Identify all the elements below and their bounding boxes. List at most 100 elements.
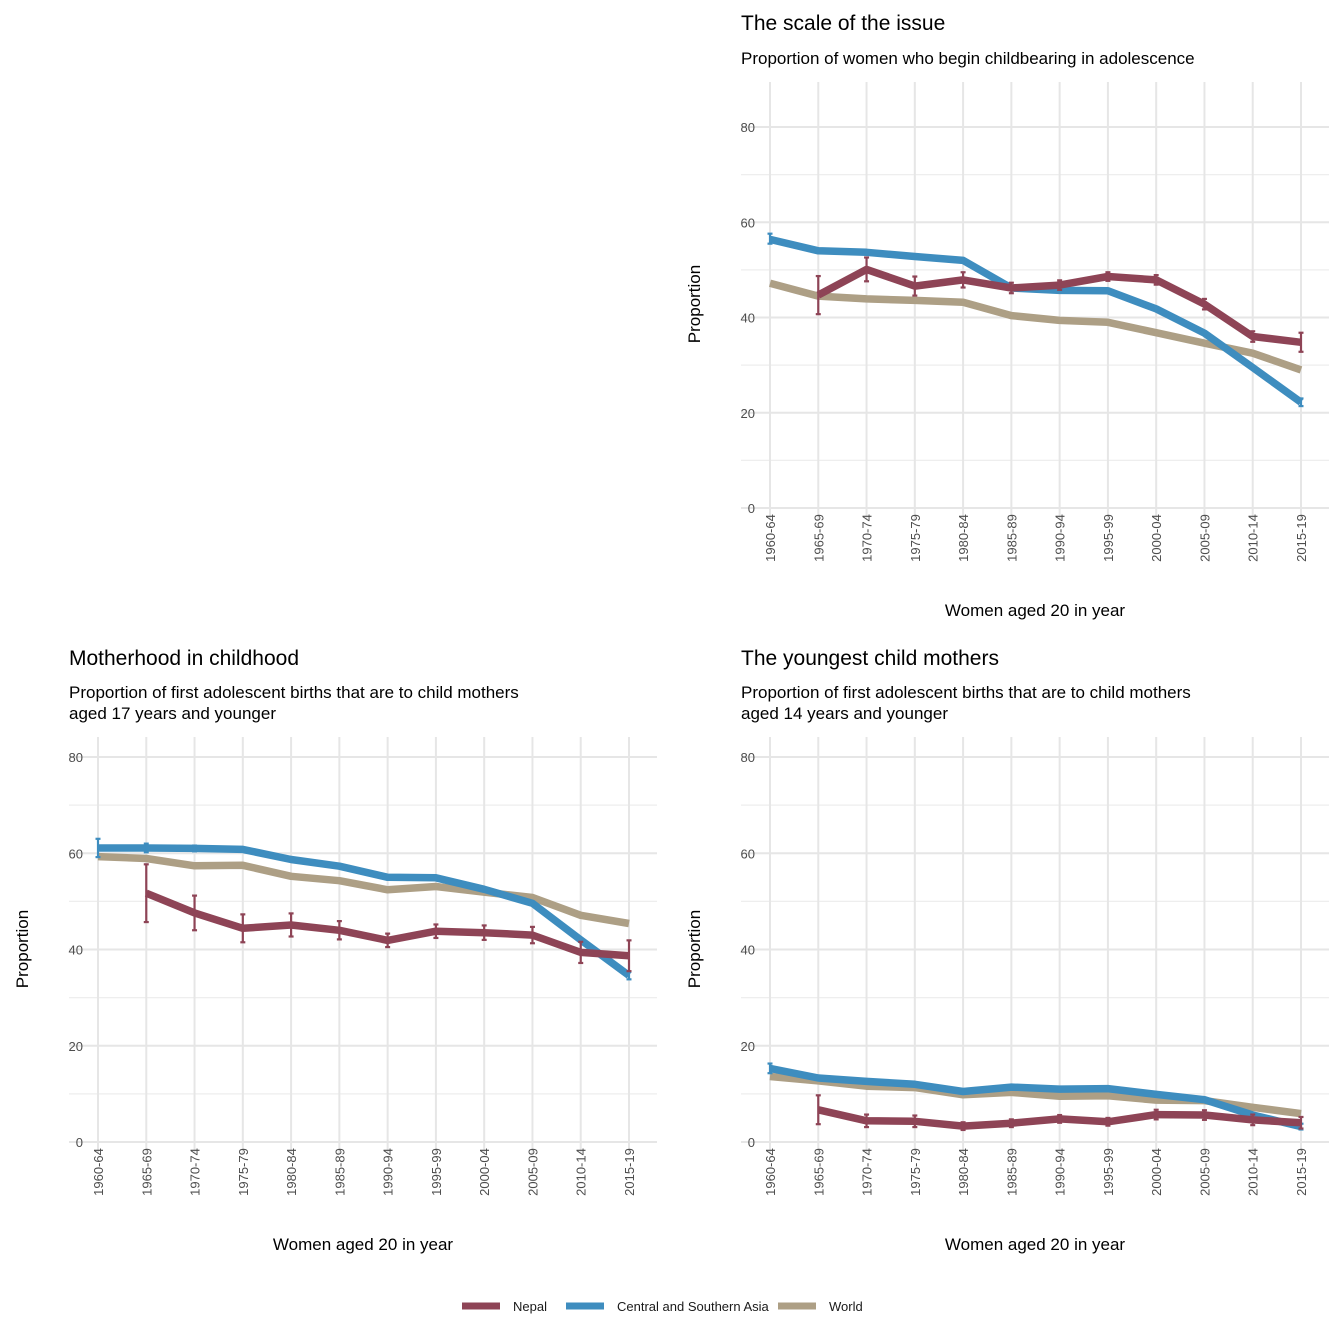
legend-item-nepal: Nepal [462, 1299, 547, 1314]
y-tick-label: 0 [76, 1135, 83, 1150]
panel-subtitle: Proportion of first adolescent births th… [69, 683, 519, 702]
series-line [98, 844, 632, 979]
error-bar [1250, 330, 1256, 343]
panel-youngest: The youngest child mothers Proportion of … [685, 647, 1329, 1254]
error-bar [960, 1121, 966, 1132]
error-bar [288, 912, 294, 938]
series-central-and-southern-asia [95, 837, 632, 981]
legend-label: World [829, 1299, 863, 1314]
y-tick-label: 80 [741, 120, 755, 135]
error-bar [864, 256, 870, 283]
x-tick-label: 2005-09 [1197, 514, 1212, 562]
x-tick-label: 1960-64 [91, 1148, 106, 1196]
error-bar [767, 1062, 773, 1075]
y-tick-label: 20 [741, 1039, 755, 1054]
x-tick-label: 2000-04 [1149, 1148, 1164, 1196]
y-tick-label: 60 [741, 215, 755, 230]
error-bar [1153, 274, 1159, 286]
x-tick-label: 1995-99 [1101, 514, 1116, 562]
x-tick-label: 1970-74 [860, 1148, 875, 1196]
legend-label: Central and Southern Asia [617, 1299, 770, 1314]
x-tick-label: 2015-19 [1294, 1148, 1309, 1196]
error-bar [1105, 1116, 1111, 1127]
y-tick-label: 80 [741, 750, 755, 765]
error-bar [1250, 1113, 1256, 1127]
x-tick-label: 2005-09 [525, 1148, 540, 1196]
x-tick-label: 1975-79 [908, 1148, 923, 1196]
error-bar [529, 925, 535, 945]
x-tick-label: 1975-79 [908, 514, 923, 562]
error-bar [864, 1113, 870, 1129]
x-tick-label: 1985-89 [1004, 514, 1019, 562]
y-axis-title: Proportion [685, 265, 704, 343]
x-tick-label: 2010-14 [574, 1148, 589, 1196]
x-tick-label: 1965-69 [811, 1148, 826, 1196]
error-bar [1153, 1108, 1159, 1121]
series-line [769, 279, 1303, 374]
y-axis-title: Proportion [13, 910, 32, 988]
x-tick-label: 1985-89 [332, 1148, 347, 1196]
series-nepal [815, 256, 1304, 353]
legend-label: Nepal [513, 1299, 547, 1314]
error-bar [1298, 397, 1304, 408]
x-tick-label: 1995-99 [429, 1148, 444, 1196]
x-tick-label: 1990-94 [381, 1148, 396, 1196]
series-nepal [815, 1094, 1304, 1132]
x-tick-label: 1970-74 [188, 1148, 203, 1196]
error-bar [143, 863, 149, 924]
error-bar [1105, 271, 1111, 282]
error-bar [433, 923, 439, 940]
y-tick-label: 20 [69, 1039, 83, 1054]
grid [741, 82, 1329, 520]
error-bar [1298, 331, 1304, 353]
x-tick-label: 2000-04 [1149, 514, 1164, 562]
x-axis-title: Women aged 20 in year [273, 1235, 454, 1254]
error-bar [240, 913, 246, 944]
y-tick-label: 40 [69, 943, 83, 958]
x-tick-label: 1995-99 [1101, 1148, 1116, 1196]
legend: Nepal Central and Southern Asia World [462, 1299, 863, 1314]
panel-title: The youngest child mothers [741, 647, 999, 670]
panel-subtitle: Proportion of first adolescent births th… [741, 683, 1191, 702]
x-tick-label: 1990-94 [1053, 514, 1068, 562]
error-bar [1008, 281, 1014, 295]
x-tick-label: 2005-09 [1197, 1148, 1212, 1196]
y-tick-label: 40 [741, 943, 755, 958]
legend-item-world: World [778, 1299, 863, 1314]
series-world [769, 279, 1303, 374]
error-bar [143, 842, 149, 854]
panels: The scale of the issue Proportion of wome… [13, 12, 1329, 1254]
panel-subtitle: Proportion of women who begin childbeari… [741, 49, 1195, 68]
x-tick-label: 2015-19 [1294, 514, 1309, 562]
panel-subtitle: aged 14 years and younger [741, 704, 948, 723]
error-bar [336, 920, 342, 941]
error-bar [912, 1114, 918, 1129]
series-world [97, 852, 630, 928]
y-axis-title: Proportion [685, 910, 704, 988]
y-tick-label: 0 [748, 501, 755, 516]
x-tick-label: 2015-19 [622, 1148, 637, 1196]
panel-scale: The scale of the issue Proportion of wome… [685, 12, 1329, 620]
x-tick-label: 1960-64 [763, 1148, 778, 1196]
x-tick-label: 1960-64 [763, 514, 778, 562]
panel-title: The scale of the issue [741, 12, 945, 35]
x-tick-label: 1980-84 [956, 1148, 971, 1196]
error-bar [960, 271, 966, 289]
error-bar [912, 275, 918, 297]
error-bar [578, 940, 584, 965]
panel-subtitle: aged 17 years and younger [69, 704, 276, 723]
error-bar [1201, 1109, 1207, 1121]
error-bar [95, 837, 101, 859]
x-axis-title: Women aged 20 in year [945, 601, 1126, 620]
error-bar [815, 274, 821, 316]
panel-motherhood: Motherhood in childhood Proportion of fir… [13, 647, 657, 1254]
error-bar [626, 939, 632, 973]
error-bar [1057, 279, 1063, 291]
error-bar [1008, 1118, 1014, 1129]
series-line [769, 1064, 1302, 1131]
error-bar [192, 844, 198, 853]
x-tick-label: 1980-84 [956, 514, 971, 562]
x-tick-label: 1985-89 [1004, 1148, 1019, 1196]
x-tick-label: 1970-74 [860, 514, 875, 562]
